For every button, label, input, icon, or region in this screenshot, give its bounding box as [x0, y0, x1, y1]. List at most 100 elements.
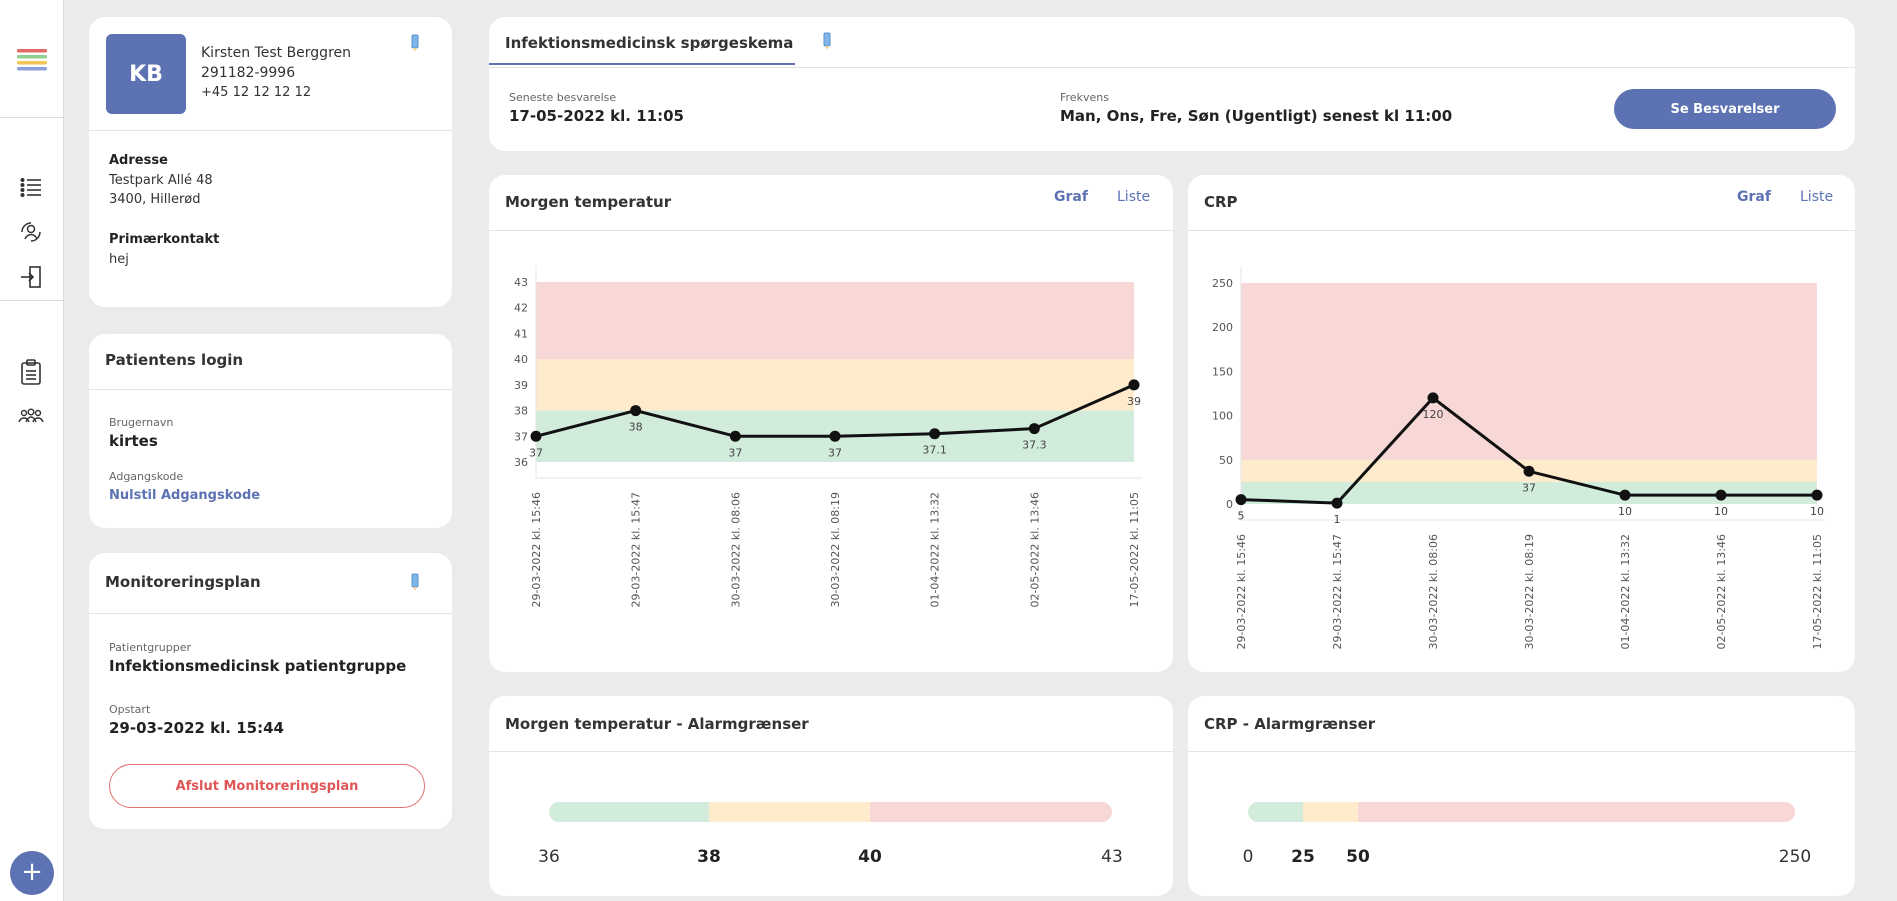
- alarm-label: 36: [538, 847, 560, 867]
- patient-name: Kirsten Test Berggren: [201, 45, 352, 61]
- crp-title: CRP: [1204, 193, 1238, 211]
- contact-label: Primærkontakt: [109, 232, 220, 247]
- data-label: 39: [1127, 395, 1141, 408]
- data-label: 37.3: [1022, 439, 1046, 452]
- edit-pencil-icon[interactable]: [822, 32, 832, 54]
- data-point: [1523, 465, 1535, 477]
- groups-value: Infektionsmedicinsk patientgruppe: [109, 657, 407, 675]
- x-tick-label: 30-03-2022 kl. 08:06: [729, 492, 742, 608]
- tab-graph[interactable]: Graf: [1054, 189, 1088, 205]
- x-tick-label: 29-03-2022 kl. 15:47: [630, 492, 643, 608]
- y-tick-label: 50: [1219, 454, 1233, 467]
- login-title: Patientens login: [105, 351, 244, 369]
- alarm-label: 40: [858, 847, 882, 867]
- y-tick-label: 36: [514, 456, 528, 469]
- patient-card: KB Kirsten Test Berggren 291182-9996 +45…: [89, 17, 452, 307]
- end-plan-button[interactable]: Afslut Monitoreringsplan: [109, 764, 425, 808]
- patient-cycle-icon[interactable]: [16, 217, 46, 247]
- group-icon[interactable]: [16, 402, 46, 432]
- y-tick-label: 200: [1212, 321, 1233, 334]
- data-point: [1331, 497, 1343, 509]
- latest-value: 17-05-2022 kl. 11:05: [509, 107, 684, 125]
- x-tick-label: 29-03-2022 kl. 15:47: [1331, 534, 1344, 650]
- avatar: KB: [106, 34, 186, 114]
- threshold-band: [536, 359, 1134, 411]
- alarm-label: 25: [1291, 847, 1315, 867]
- y-tick-label: 39: [514, 379, 528, 392]
- data-point: [1128, 379, 1140, 391]
- y-tick-label: 41: [514, 327, 528, 340]
- alarm-label: 250: [1778, 847, 1812, 867]
- password-label: Adgangskode: [109, 470, 184, 483]
- x-tick-label: 17-05-2022 kl. 11:05: [1128, 492, 1141, 608]
- reset-password-link[interactable]: Nulstil Adgangskode: [109, 488, 261, 503]
- data-point: [630, 405, 642, 417]
- data-point: [829, 430, 841, 442]
- data-label: 37.1: [922, 444, 947, 457]
- tab-graph[interactable]: Graf: [1737, 189, 1771, 205]
- data-label: 5: [1238, 510, 1245, 523]
- start-label: Opstart: [109, 703, 151, 716]
- add-button[interactable]: +: [10, 851, 54, 895]
- start-value: 29-03-2022 kl. 15:44: [109, 719, 284, 737]
- see-responses-button[interactable]: Se Besvarelser: [1614, 89, 1836, 129]
- edit-pencil-icon[interactable]: [410, 34, 420, 56]
- list-icon[interactable]: [16, 172, 46, 202]
- edit-pencil-icon[interactable]: [410, 573, 420, 595]
- temperature-alarm-card: Morgen temperatur - Alarmgrænser 36 38 4…: [489, 696, 1173, 896]
- threshold-band: [536, 282, 1134, 360]
- side-nav: +: [0, 0, 64, 901]
- x-tick-label: 29-03-2022 kl. 15:46: [530, 492, 543, 608]
- plan-title: Monitoreringsplan: [105, 573, 261, 591]
- x-tick-label: 29-03-2022 kl. 15:46: [1235, 534, 1248, 650]
- patient-phone: +45 12 12 12 12: [201, 85, 312, 100]
- crp-alarm-title: CRP - Alarmgrænser: [1204, 715, 1376, 733]
- data-label: 120: [1423, 408, 1444, 421]
- active-tab-underline: [489, 63, 795, 65]
- x-tick-label: 01-04-2022 kl. 13:32: [1619, 534, 1632, 650]
- threshold-band: [1241, 481, 1817, 504]
- clipboard-icon[interactable]: [16, 357, 46, 387]
- temperature-title: Morgen temperatur: [505, 193, 672, 211]
- data-label: 10: [1810, 505, 1824, 518]
- exit-door-icon[interactable]: [16, 262, 46, 292]
- y-tick-label: 0: [1226, 498, 1233, 511]
- data-label: 38: [629, 421, 643, 434]
- login-card: Patientens login Brugernavn kirtes Adgan…: [89, 334, 452, 528]
- tab-list[interactable]: Liste: [1117, 189, 1151, 205]
- threshold-band: [1241, 283, 1817, 460]
- alarm-label: 50: [1346, 847, 1370, 867]
- x-tick-label: 30-03-2022 kl. 08:19: [1523, 534, 1536, 650]
- x-tick-label: 02-05-2022 kl. 13:46: [1715, 534, 1728, 650]
- temperature-alarm-bar: [549, 802, 1112, 822]
- y-tick-label: 40: [514, 353, 528, 366]
- questionnaire-card: Infektionsmedicinsk spørgeskema Seneste …: [489, 17, 1855, 151]
- x-tick-label: 30-03-2022 kl. 08:19: [829, 492, 842, 608]
- data-point: [729, 430, 741, 442]
- data-point: [1619, 489, 1631, 501]
- y-tick-label: 37: [514, 430, 528, 443]
- groups-label: Patientgrupper: [109, 641, 192, 654]
- crp-chart-card: CRP Graf Liste 0 50 100 150 200 250 5 1 120 37 10 1…: [1188, 175, 1855, 672]
- data-point: [1028, 423, 1040, 435]
- data-point: [1235, 494, 1247, 506]
- data-label: 10: [1618, 505, 1632, 518]
- alarm-label: 38: [697, 847, 721, 867]
- tab-list[interactable]: Liste: [1800, 189, 1834, 205]
- address-line1: Testpark Allé 48: [109, 173, 213, 188]
- temperature-chart-card: Morgen temperatur Graf Liste 36 37 38 39 40 4…: [489, 175, 1173, 672]
- y-tick-label: 250: [1212, 277, 1233, 290]
- crp-alarm-bar: [1248, 802, 1795, 822]
- tab-questionnaire[interactable]: Infektionsmedicinsk spørgeskema: [505, 34, 794, 52]
- crp-alarm-card: CRP - Alarmgrænser 0 25 50 250: [1188, 696, 1855, 896]
- data-label: 1: [1334, 513, 1341, 526]
- data-label: 10: [1714, 505, 1728, 518]
- monitoring-plan-card: Monitoreringsplan Patientgrupper Infekti…: [89, 553, 452, 829]
- crp-chart: 0 50 100 150 200 250 5 1 120 37 10 10 10 29-03-2022 k…: [1212, 267, 1825, 650]
- data-point: [1811, 489, 1823, 501]
- username-label: Brugernavn: [109, 416, 174, 429]
- app-logo-icon[interactable]: [15, 45, 49, 75]
- data-point: [1715, 489, 1727, 501]
- y-tick-label: 38: [514, 405, 528, 418]
